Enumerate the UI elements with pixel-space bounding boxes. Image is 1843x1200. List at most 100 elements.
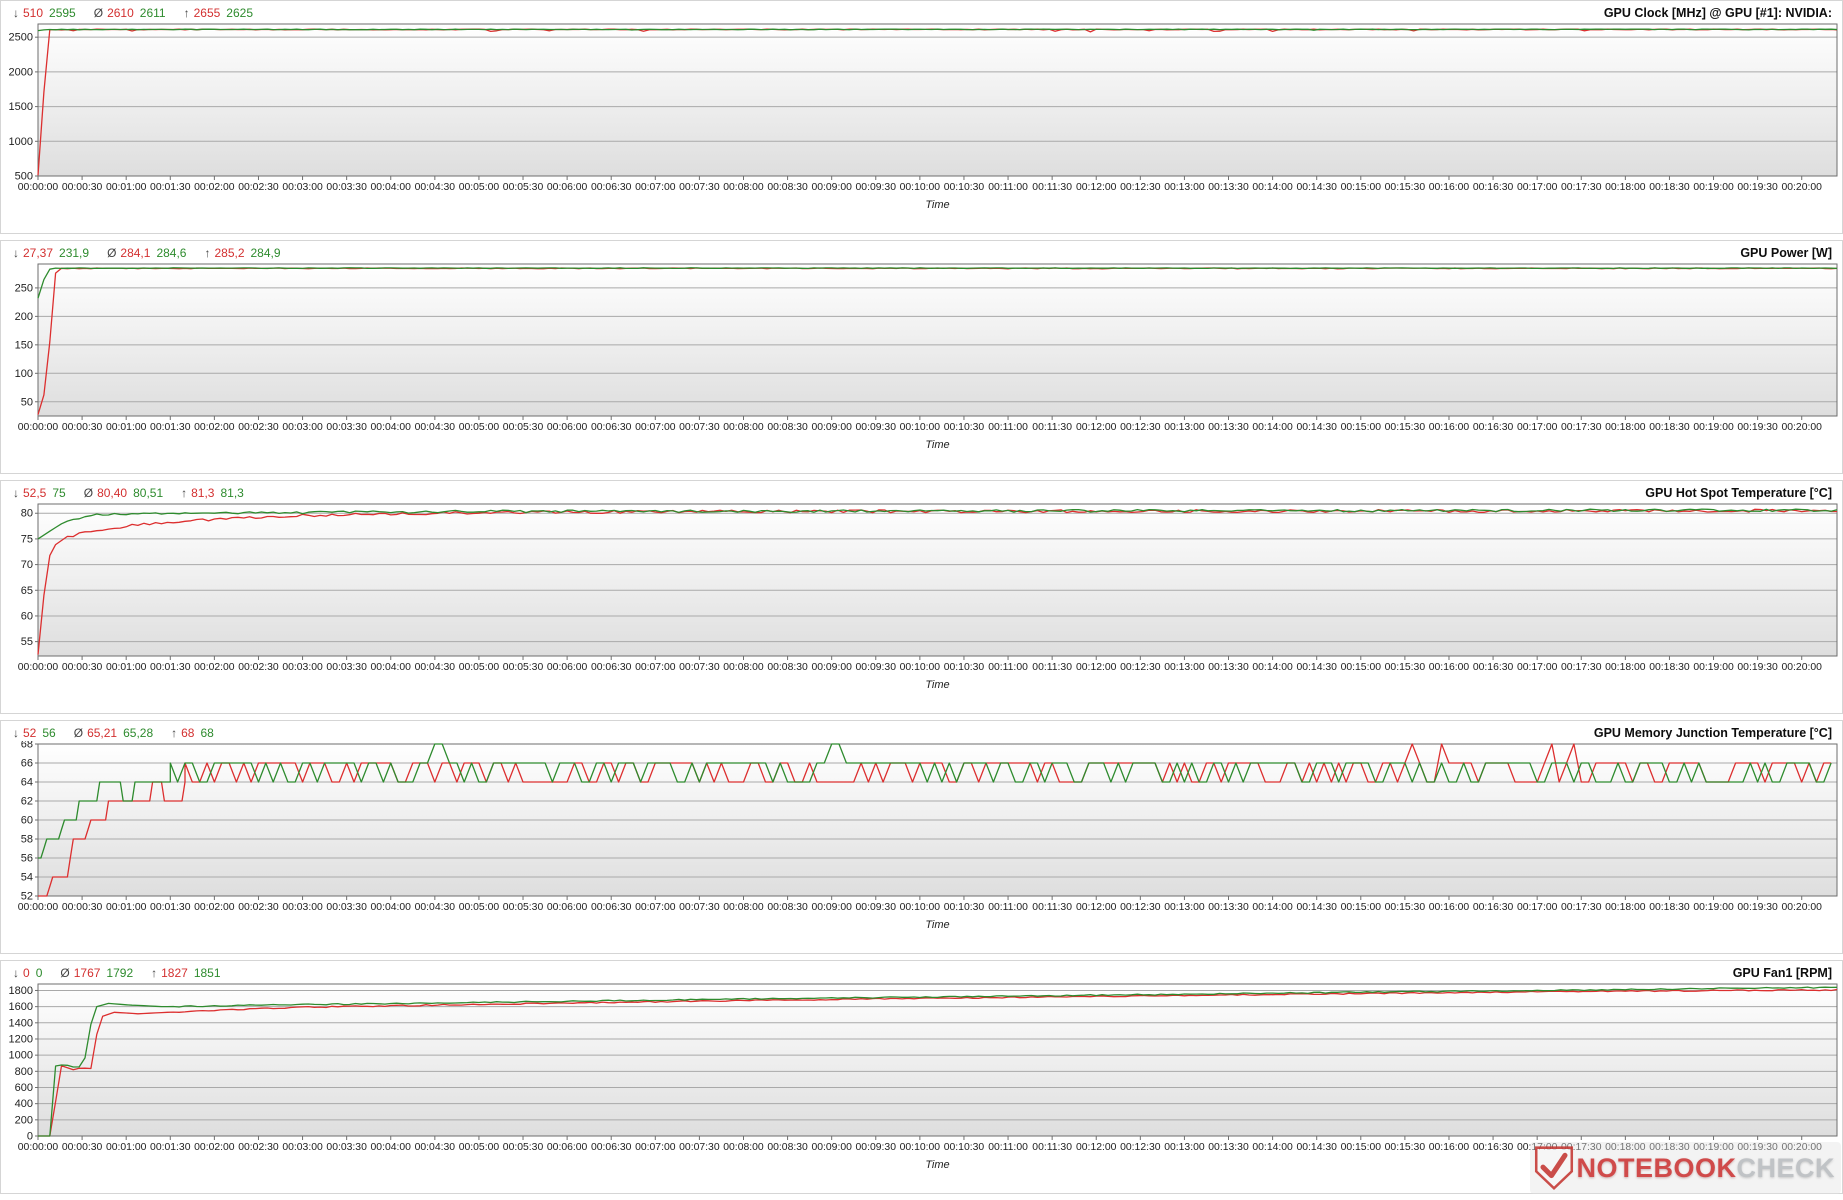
svg-text:00:08:00: 00:08:00 [723,662,764,673]
svg-text:00:08:30: 00:08:30 [767,182,808,193]
gpu-power-stats: ↓ 27,37 231,9 Ø 284,1 284,6 ↑ 285,2 284,9 [13,246,283,260]
svg-text:00:07:30: 00:07:30 [679,182,720,193]
notebookcheck-check-icon [1535,1146,1574,1191]
svg-text:00:15:00: 00:15:00 [1341,662,1382,673]
svg-text:00:00:00: 00:00:00 [18,902,59,913]
svg-text:00:18:00: 00:18:00 [1605,1142,1646,1153]
stat-avg-green: 80,51 [133,486,164,500]
svg-text:00:00:30: 00:00:30 [62,662,103,673]
svg-text:00:11:00: 00:11:00 [988,182,1028,193]
svg-text:00:15:00: 00:15:00 [1341,422,1382,433]
svg-text:00:03:00: 00:03:00 [282,182,323,193]
svg-text:00:11:30: 00:11:30 [1032,422,1072,433]
svg-text:00:17:30: 00:17:30 [1561,182,1602,193]
svg-text:50: 50 [21,396,33,408]
stat-avg-green: 1792 [106,966,134,980]
svg-text:00:15:30: 00:15:30 [1385,422,1426,433]
svg-text:00:14:30: 00:14:30 [1296,182,1337,193]
svg-text:00:14:30: 00:14:30 [1296,662,1337,673]
svg-text:00:05:30: 00:05:30 [503,182,544,193]
svg-text:00:13:30: 00:13:30 [1208,1142,1249,1153]
svg-text:1800: 1800 [9,985,33,997]
svg-text:00:20:00: 00:20:00 [1781,1142,1822,1153]
svg-text:00:04:00: 00:04:00 [371,182,412,193]
svg-text:00:03:00: 00:03:00 [282,1142,323,1153]
svg-text:800: 800 [15,1066,33,1078]
svg-text:00:15:30: 00:15:30 [1385,902,1426,913]
svg-text:00:03:00: 00:03:00 [282,422,323,433]
svg-text:00:16:30: 00:16:30 [1473,182,1514,193]
svg-text:00:13:00: 00:13:00 [1164,182,1205,193]
svg-text:00:19:00: 00:19:00 [1693,662,1734,673]
gpu-clock-header: ↓ 510 2595 Ø 2610 2611 ↑ 2655 2625 GPU Clock [MH… [13,6,1832,20]
svg-text:0: 0 [27,1131,33,1143]
svg-text:56: 56 [21,853,33,865]
svg-text:00:02:00: 00:02:00 [194,422,235,433]
gpu-memory-panel: ↓ 52 56 Ø 65,21 65,28 ↑ 68 68 GPU Memory Junctio… [0,720,1843,954]
svg-text:00:02:30: 00:02:30 [238,662,279,673]
gpu-hotspot-title: GPU Hot Spot Temperature [°C] [1645,486,1832,500]
avg-symbol-icon: Ø [93,6,104,20]
svg-text:00:12:00: 00:12:00 [1076,1142,1117,1153]
svg-text:00:08:00: 00:08:00 [723,902,764,913]
svg-text:00:09:30: 00:09:30 [856,662,897,673]
svg-text:Time: Time [925,919,949,931]
svg-text:00:09:00: 00:09:00 [811,662,852,673]
svg-text:00:04:30: 00:04:30 [415,902,456,913]
stat-min-red: 0 [23,966,30,980]
svg-text:00:08:00: 00:08:00 [723,422,764,433]
stat-avg-red: 2610 [107,6,134,20]
svg-text:00:17:00: 00:17:00 [1517,422,1558,433]
stat-min-red: 27,37 [23,246,54,260]
svg-text:00:09:00: 00:09:00 [811,422,852,433]
stat-min-green: 231,9 [59,246,90,260]
svg-text:00:19:30: 00:19:30 [1737,1142,1778,1153]
svg-text:00:05:00: 00:05:00 [459,1142,500,1153]
svg-text:00:06:30: 00:06:30 [591,662,632,673]
svg-text:00:01:30: 00:01:30 [150,1142,191,1153]
svg-text:00:07:00: 00:07:00 [635,902,676,913]
svg-text:00:01:00: 00:01:00 [106,902,147,913]
svg-text:00:02:30: 00:02:30 [238,902,279,913]
svg-text:60: 60 [21,815,33,827]
svg-text:00:17:30: 00:17:30 [1561,902,1602,913]
svg-text:00:05:30: 00:05:30 [503,422,544,433]
stat-max-red: 81,3 [191,486,215,500]
svg-text:00:16:30: 00:16:30 [1473,902,1514,913]
svg-text:00:08:30: 00:08:30 [767,662,808,673]
gpu-power-panel: ↓ 27,37 231,9 Ø 284,1 284,6 ↑ 285,2 284,9 GPU Po… [0,240,1843,474]
svg-text:00:02:00: 00:02:00 [194,902,235,913]
svg-text:00:13:30: 00:13:30 [1208,662,1249,673]
svg-text:150: 150 [15,339,33,351]
svg-text:00:12:30: 00:12:30 [1120,1142,1161,1153]
svg-text:00:18:00: 00:18:00 [1605,422,1646,433]
svg-text:00:05:30: 00:05:30 [503,662,544,673]
avg-symbol-icon: Ø [107,246,117,260]
stat-max-red: 285,2 [214,246,245,260]
svg-text:1000: 1000 [9,1050,33,1062]
svg-text:00:18:30: 00:18:30 [1649,1142,1690,1153]
svg-text:00:12:00: 00:12:00 [1076,422,1117,433]
svg-text:Time: Time [925,679,949,691]
svg-text:Time: Time [925,1159,949,1171]
svg-text:54: 54 [21,872,33,884]
svg-text:00:02:30: 00:02:30 [238,1142,279,1153]
stat-min-green: 75 [52,486,66,500]
svg-text:00:08:30: 00:08:30 [767,1142,808,1153]
svg-text:Time: Time [925,439,949,451]
svg-text:00:01:30: 00:01:30 [150,902,191,913]
svg-text:00:04:00: 00:04:00 [371,662,412,673]
svg-text:00:06:30: 00:06:30 [591,182,632,193]
svg-text:00:06:00: 00:06:00 [547,422,588,433]
svg-text:00:11:00: 00:11:00 [988,1142,1028,1153]
svg-text:00:02:00: 00:02:00 [194,182,235,193]
gpu-memory-header: ↓ 52 56 Ø 65,21 65,28 ↑ 68 68 GPU Memory Junctio… [13,726,1832,740]
gpu-memory-title: GPU Memory Junction Temperature [°C] [1593,726,1832,740]
svg-text:00:12:00: 00:12:00 [1076,182,1117,193]
svg-text:2000: 2000 [9,66,33,78]
svg-text:00:19:00: 00:19:00 [1693,902,1734,913]
svg-text:00:08:00: 00:08:00 [723,182,764,193]
svg-text:00:05:00: 00:05:00 [459,662,500,673]
svg-text:00:00:30: 00:00:30 [62,1142,103,1153]
